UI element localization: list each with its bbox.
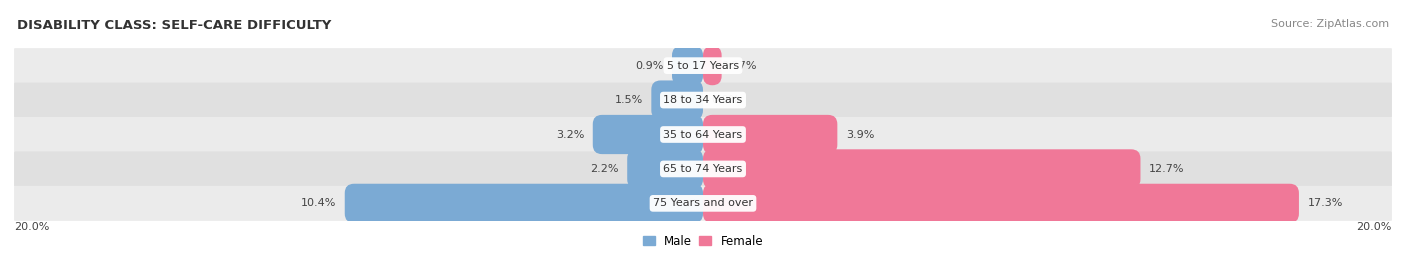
Text: 17.3%: 17.3% [1308, 198, 1343, 208]
Text: 1.5%: 1.5% [614, 95, 643, 105]
Text: 75 Years and over: 75 Years and over [652, 198, 754, 208]
FancyBboxPatch shape [14, 83, 1392, 118]
Text: 3.2%: 3.2% [555, 129, 583, 140]
Text: 0.0%: 0.0% [711, 95, 740, 105]
Text: 35 to 64 Years: 35 to 64 Years [664, 129, 742, 140]
FancyBboxPatch shape [593, 115, 703, 154]
Text: 2.2%: 2.2% [591, 164, 619, 174]
Text: Source: ZipAtlas.com: Source: ZipAtlas.com [1271, 19, 1389, 29]
FancyBboxPatch shape [672, 46, 703, 85]
FancyBboxPatch shape [14, 186, 1392, 221]
Text: DISABILITY CLASS: SELF-CARE DIFFICULTY: DISABILITY CLASS: SELF-CARE DIFFICULTY [17, 19, 332, 32]
FancyBboxPatch shape [703, 184, 1299, 223]
FancyBboxPatch shape [703, 149, 1140, 189]
Text: 10.4%: 10.4% [301, 198, 336, 208]
FancyBboxPatch shape [627, 149, 703, 189]
FancyBboxPatch shape [651, 80, 703, 120]
Text: 20.0%: 20.0% [1357, 222, 1392, 232]
FancyBboxPatch shape [14, 151, 1392, 186]
Text: 0.9%: 0.9% [636, 61, 664, 71]
Text: 3.9%: 3.9% [846, 129, 875, 140]
FancyBboxPatch shape [703, 46, 721, 85]
Text: 20.0%: 20.0% [14, 222, 49, 232]
Text: 12.7%: 12.7% [1149, 164, 1185, 174]
Legend: Male, Female: Male, Female [638, 230, 768, 253]
FancyBboxPatch shape [14, 117, 1392, 152]
Text: 5 to 17 Years: 5 to 17 Years [666, 61, 740, 71]
Text: 0.27%: 0.27% [721, 61, 756, 71]
Text: 65 to 74 Years: 65 to 74 Years [664, 164, 742, 174]
FancyBboxPatch shape [703, 115, 838, 154]
Text: 18 to 34 Years: 18 to 34 Years [664, 95, 742, 105]
FancyBboxPatch shape [344, 184, 703, 223]
FancyBboxPatch shape [14, 48, 1392, 83]
